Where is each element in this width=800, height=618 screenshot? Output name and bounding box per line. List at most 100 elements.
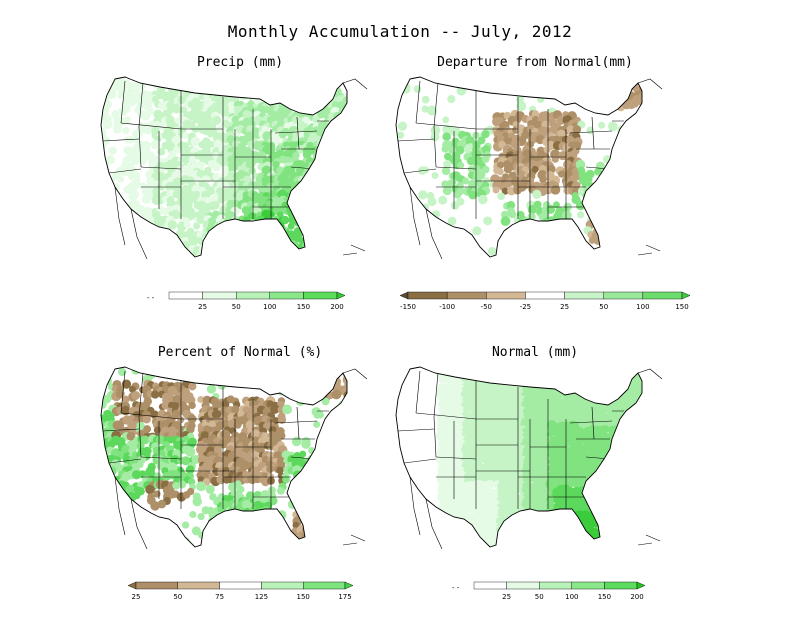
shaded-cell xyxy=(366,82,376,92)
shaded-cell xyxy=(337,115,345,123)
shaded-cell xyxy=(287,197,296,206)
shaded-cell xyxy=(595,466,606,477)
shaded-cell xyxy=(597,482,605,490)
shaded-cell xyxy=(536,359,545,364)
shaded-cell xyxy=(639,230,642,239)
shaded-cell xyxy=(126,136,135,144)
shaded-cell xyxy=(263,261,271,269)
shaded-cell xyxy=(238,516,246,525)
shaded-cell xyxy=(598,369,608,379)
shaded-cell xyxy=(271,367,280,369)
shaded-cell xyxy=(652,441,660,449)
shaded-cell xyxy=(596,381,605,390)
shaded-cell xyxy=(308,488,317,496)
shaded-cell xyxy=(321,200,330,209)
shaded-cell xyxy=(471,149,482,159)
shaded-cell xyxy=(502,367,510,371)
shaded-cell xyxy=(455,359,465,367)
shaded-cell xyxy=(498,140,506,149)
shaded-cell xyxy=(121,235,132,245)
shaded-cell xyxy=(658,405,666,413)
shaded-cell xyxy=(266,69,275,74)
shaded-cell xyxy=(623,472,633,482)
shaded-cell xyxy=(313,77,323,82)
shaded-cell xyxy=(651,406,660,415)
shaded-cell xyxy=(486,367,495,370)
shaded-cell xyxy=(583,391,592,400)
shaded-cell xyxy=(616,85,627,96)
shaded-cell xyxy=(232,546,242,547)
shaded-cell xyxy=(282,367,291,369)
shaded-cell xyxy=(316,256,327,257)
shaded-cell xyxy=(618,457,626,466)
shaded-cell xyxy=(673,470,680,480)
shaded-cell xyxy=(343,487,347,496)
shaded-cell xyxy=(648,421,656,429)
shaded-cell xyxy=(592,470,600,479)
shaded-cell xyxy=(369,131,377,139)
shaded-cell xyxy=(116,175,125,183)
shaded-cell xyxy=(541,469,551,480)
shaded-cell xyxy=(358,492,366,500)
shaded-cell xyxy=(623,227,631,235)
shaded-cell xyxy=(218,553,225,559)
shaded-cell xyxy=(673,436,680,443)
shaded-cell xyxy=(322,247,330,256)
shaded-cell xyxy=(331,77,341,80)
shaded-cell xyxy=(659,467,667,475)
shaded-cell xyxy=(674,446,680,453)
shaded-cell xyxy=(306,101,315,110)
shaded-cell xyxy=(486,367,496,374)
shaded-cell xyxy=(336,232,346,242)
shaded-cell xyxy=(338,121,347,131)
shaded-cell xyxy=(601,222,610,230)
shaded-cell xyxy=(616,235,626,244)
shaded-cell xyxy=(272,231,281,240)
shaded-cell xyxy=(368,235,378,245)
shaded-cell xyxy=(491,367,499,368)
shaded-cell xyxy=(262,88,270,96)
shaded-cell xyxy=(637,417,642,425)
shaded-cell xyxy=(217,536,225,544)
shaded-cell xyxy=(201,80,211,90)
shaded-cell xyxy=(247,526,255,534)
shaded-cell xyxy=(672,237,680,246)
shaded-cell xyxy=(221,541,231,547)
shaded-cell xyxy=(633,253,641,257)
shaded-cell xyxy=(352,494,361,503)
shaded-cell xyxy=(557,261,566,269)
shaded-cell xyxy=(357,527,367,537)
shaded-cell xyxy=(657,236,666,245)
shaded-cell xyxy=(418,190,428,200)
shaded-cell xyxy=(349,90,357,98)
shaded-cell xyxy=(598,462,607,471)
shaded-cell xyxy=(322,532,330,540)
shaded-cell xyxy=(121,167,131,177)
shaded-cell xyxy=(511,230,521,240)
shaded-cell xyxy=(343,130,347,138)
shaded-cell xyxy=(335,204,346,214)
shaded-cell xyxy=(588,486,597,495)
shaded-cell xyxy=(326,241,335,250)
shaded-cell xyxy=(272,417,280,425)
shaded-cell xyxy=(271,545,281,547)
shaded-cell xyxy=(598,367,608,370)
shaded-cell xyxy=(591,487,601,497)
shaded-cell xyxy=(644,81,652,89)
shaded-cell xyxy=(362,231,372,241)
shaded-cell xyxy=(207,77,218,86)
shaded-cell xyxy=(616,371,626,381)
shaded-cell xyxy=(567,367,574,370)
shaded-cell xyxy=(351,260,360,269)
shaded-cell xyxy=(208,140,215,148)
shaded-cell xyxy=(352,211,360,219)
shaded-cell xyxy=(513,185,522,195)
shaded-cell xyxy=(347,380,357,390)
shaded-cell xyxy=(510,367,521,370)
shaded-cell xyxy=(632,469,642,480)
shaded-cell xyxy=(306,77,316,80)
shaded-cell xyxy=(342,547,350,555)
state-border xyxy=(108,168,142,174)
shaded-cell xyxy=(352,141,360,149)
shaded-cell xyxy=(107,440,116,449)
